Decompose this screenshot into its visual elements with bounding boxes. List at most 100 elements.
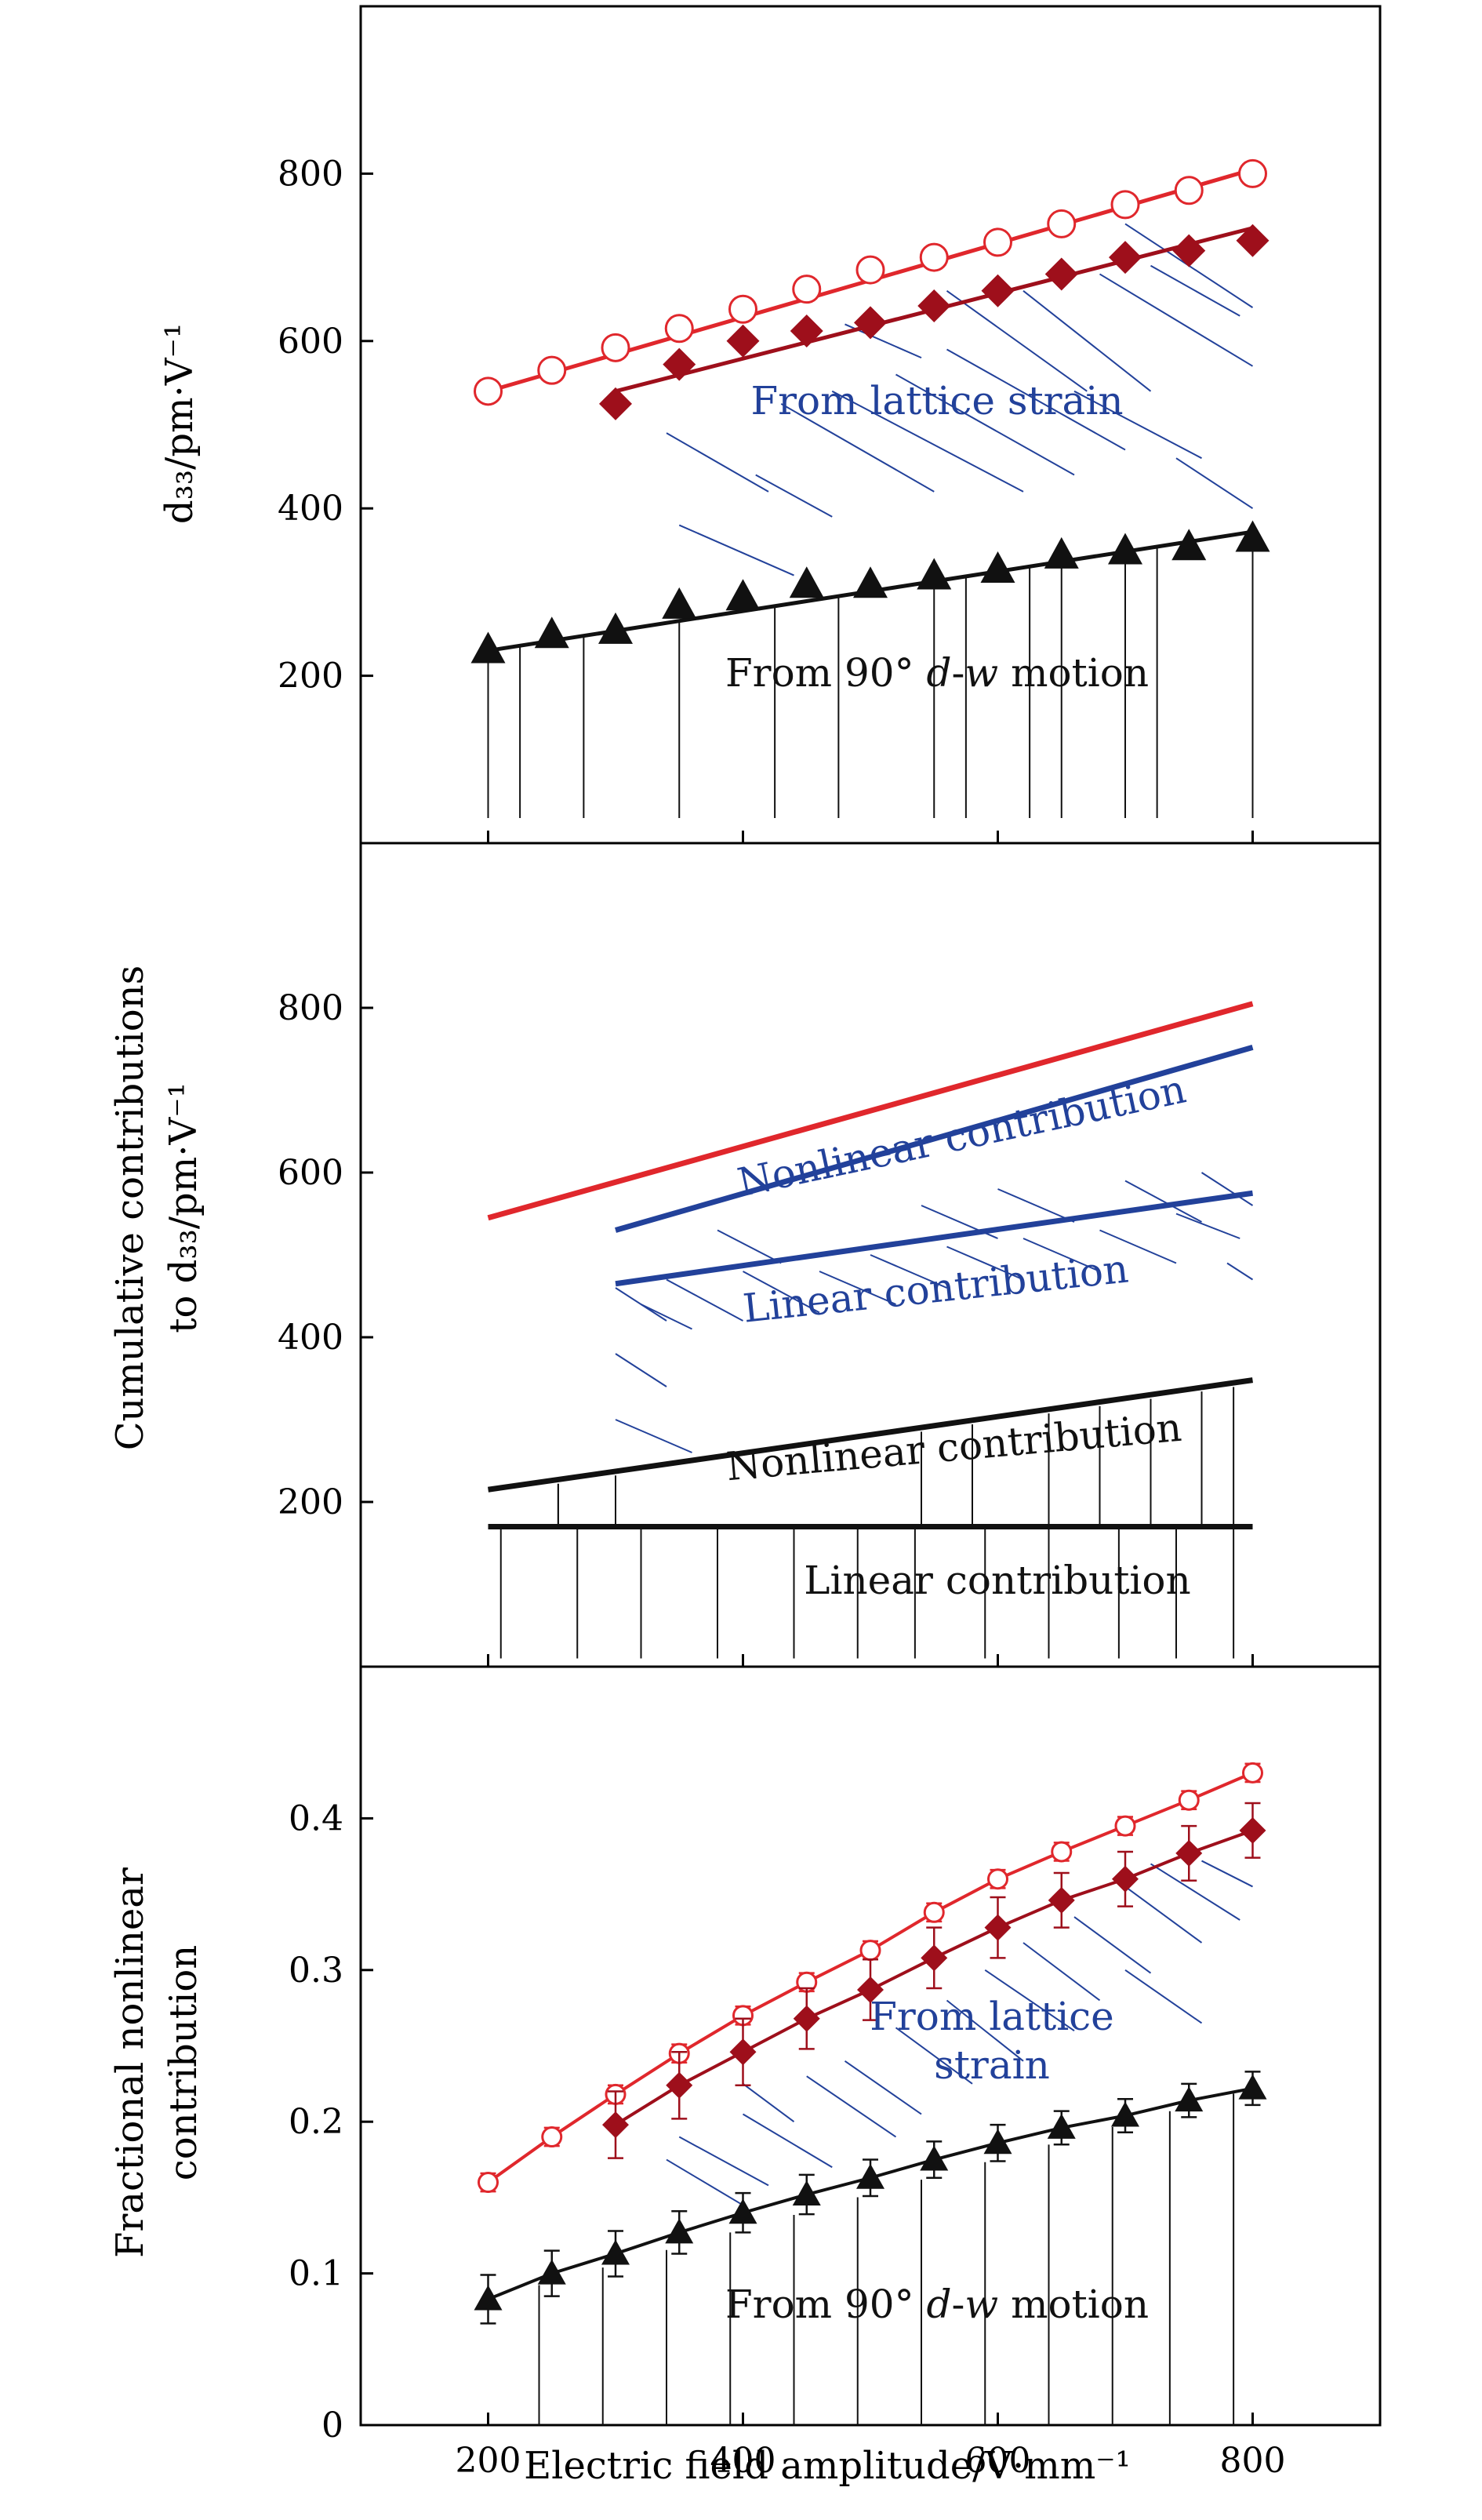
top-frame	[359, 5, 1382, 845]
bot-triangle-point	[1175, 2086, 1204, 2112]
mid-ytick-label: 200	[278, 1482, 343, 1522]
mid-series-line-3	[488, 1377, 1253, 1493]
bot-diamond-point	[857, 1976, 884, 2003]
top-lattice-hatch	[1150, 264, 1240, 317]
mid-blue-hatch	[946, 1245, 1024, 1281]
top-triangle-point	[1108, 533, 1142, 565]
bot-triangle-point	[474, 2285, 503, 2311]
top-lattice-hatch	[831, 390, 1024, 493]
bot-lattice-hatch	[1124, 1885, 1203, 1944]
bot-circle-point	[923, 1901, 945, 1923]
top-annot-lattice: From lattice strain	[750, 378, 1123, 424]
bot-triangle-point	[728, 2198, 757, 2224]
top-ylabel: d₃₃/pm·V⁻¹	[158, 323, 202, 524]
top-lattice-hatch	[678, 524, 794, 576]
bot-lattice-hatch	[946, 1999, 1024, 2062]
top-triangle-point	[789, 566, 824, 598]
mid-blue-hatch	[743, 1271, 820, 1314]
bot-ytick-label: 0.4	[289, 1798, 343, 1838]
mid-blue-hatch	[819, 1271, 896, 1305]
top-circle-point	[792, 275, 822, 304]
bot-diamond-point	[984, 1914, 1012, 1941]
bot-circle-point	[541, 2126, 563, 2148]
bot-ytick-label: 0.2	[289, 2102, 343, 2142]
top-ytick-label: 200	[278, 656, 343, 696]
bot-diamond-point	[1239, 1816, 1266, 1844]
top-circle-point	[1238, 158, 1267, 188]
bot-circle-point	[478, 2172, 499, 2194]
top-diamond-point	[726, 324, 760, 358]
bot-lattice-hatch	[1150, 1863, 1240, 1921]
top-triangle-point	[725, 579, 761, 611]
panel-bottom: 0 0.1 0.2 0.3 0.4 200 400 600 800	[289, 1665, 1382, 2481]
x-tick-label: 600	[965, 2441, 1031, 2481]
top-diamond-point	[790, 314, 823, 347]
top-triangle-point	[980, 551, 1015, 584]
top-lattice-hatch	[1175, 457, 1254, 510]
top-lattice-hatch	[1023, 289, 1152, 392]
bottom-ylabel-line1: Fractional nonlinear	[108, 1867, 152, 2258]
top-diamond-point	[917, 289, 951, 322]
top-triangle-point	[534, 616, 569, 649]
mid-series-line-2	[615, 1190, 1253, 1287]
bot-diamond-point	[729, 2038, 757, 2066]
mid-ytick-label: 600	[278, 1153, 343, 1193]
top-circle-point	[474, 376, 503, 406]
bot-lattice-hatch	[895, 2027, 973, 2085]
mid-ytick-label: 800	[278, 988, 343, 1028]
top-lattice-hatch	[946, 289, 1088, 392]
bot-triangle-point	[920, 2145, 949, 2171]
mid-ytick-label: 400	[278, 1318, 343, 1358]
bot-triangle-point	[1238, 2074, 1267, 2100]
mid-blue-hatch	[1023, 1238, 1100, 1272]
top-triangle-point	[1235, 520, 1270, 552]
bot-lattice-hatch	[984, 1969, 1075, 2031]
top-circle-point	[1174, 176, 1204, 205]
mid-series-line-1	[615, 1045, 1254, 1233]
top-triangle-point	[1171, 529, 1207, 561]
bot-annot-lattice-2: strain	[934, 2042, 1050, 2088]
top-triangle-point	[853, 566, 888, 598]
bot-lattice-hatch	[742, 2083, 795, 2123]
bot-diamond-point	[1175, 1839, 1203, 1867]
mid-blue-hatch	[717, 1229, 782, 1264]
top-diamond-point	[599, 387, 632, 420]
bot-ytick-label: 0.1	[289, 2254, 343, 2294]
bot-ytick-label: 0.3	[289, 1951, 343, 1991]
top-diamond-point	[981, 274, 1015, 307]
top-circle-point	[919, 242, 949, 272]
bot-triangle-point	[1111, 2101, 1139, 2127]
top-circle-point	[1110, 190, 1140, 220]
middle-ylabel-line2: to d₃₃/pm·V⁻¹	[162, 1082, 205, 1333]
top-circle-point	[855, 255, 885, 285]
bot-triangle-point	[601, 2239, 630, 2265]
mid-series-line-0	[487, 1001, 1254, 1221]
bot-frame	[359, 1665, 1382, 2427]
middle-ylabel-line1: Cumulative contributions	[108, 965, 152, 1450]
bot-circle-point	[1114, 1815, 1136, 1837]
x-tick-label: 400	[710, 2441, 776, 2481]
panel-top: 200 400 600 800	[278, 5, 1382, 845]
bot-lattice-hatch	[806, 2075, 897, 2138]
top-lattice-hatch	[780, 402, 935, 493]
panel-middle: 200 400 600 800	[278, 842, 1382, 1668]
top-lattice-hatch	[666, 432, 769, 493]
mid-blue-hatch	[1175, 1213, 1240, 1239]
bot-annot-dw: From 90° d-w motion	[725, 2282, 1149, 2327]
bot-triangle-point	[1047, 2113, 1076, 2139]
bot-circle-point	[1242, 1762, 1263, 1784]
bot-diamond-point	[793, 2005, 820, 2032]
bot-lattice-hatch	[678, 2136, 769, 2187]
top-lattice-hatch	[755, 474, 833, 518]
mid-blue-hatch	[1226, 1262, 1254, 1281]
bot-diamond-point	[602, 2111, 629, 2139]
mid-blue-hatch	[641, 1304, 692, 1330]
top-triangle-point	[470, 631, 506, 664]
mid-blue-hatch	[666, 1278, 743, 1322]
bot-circle-point	[1051, 1841, 1073, 1863]
mid-blue-hatch	[870, 1254, 947, 1289]
top-triangle-point	[598, 612, 633, 644]
top-diamond-point	[1172, 234, 1206, 267]
top-triangle-point	[1044, 536, 1079, 569]
mid-blue-hatch	[615, 1353, 667, 1387]
